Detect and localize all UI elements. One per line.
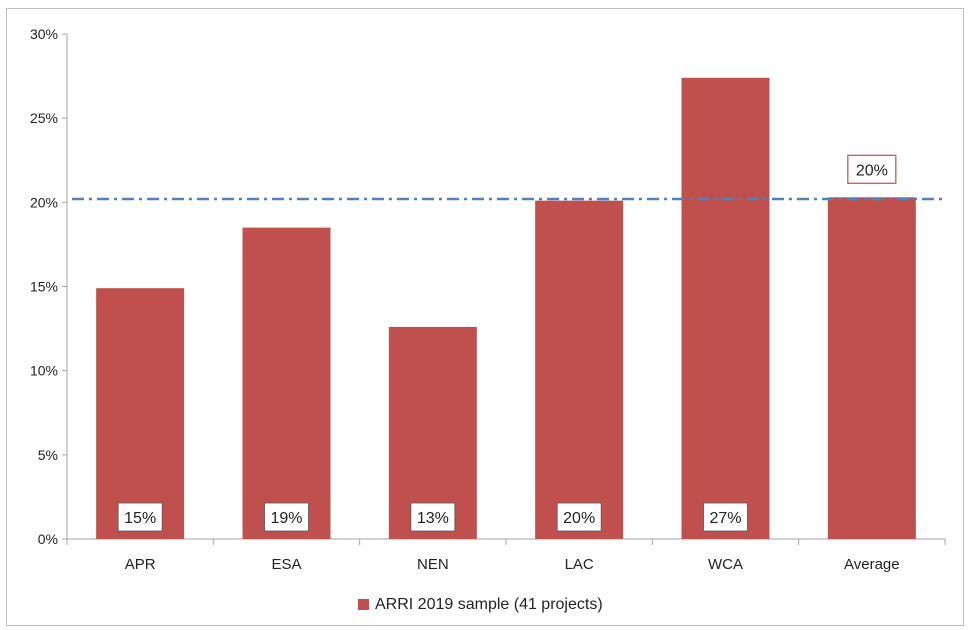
- chart-axes: 0% 5% 10% 15% 20% 25% 30% APR ESA NEN LAC WCA Averag…: [30, 26, 946, 573]
- data-label: 20%: [563, 510, 595, 527]
- data-label: 13%: [417, 510, 449, 527]
- data-label-box: [264, 502, 309, 532]
- data-label-box: [556, 502, 602, 532]
- data-label-box: [703, 502, 748, 532]
- y-tick-label: 10%: [30, 363, 58, 379]
- x-tick-label: APR: [125, 556, 156, 573]
- y-tick-label: 20%: [30, 194, 58, 210]
- data-label-box: [410, 502, 456, 532]
- bar-wca: [681, 77, 770, 540]
- x-tick-label: NEN: [417, 556, 449, 573]
- y-tick-label: 0%: [38, 531, 58, 547]
- bar-chart: 0% 5% 10% 15% 20% 25% 30% APR ESA NEN LAC WCA Averag…: [30, 26, 946, 613]
- x-tick-label: LAC: [565, 556, 594, 573]
- data-label: 15%: [124, 510, 156, 527]
- data-label-box: [117, 502, 163, 532]
- data-label: 20%: [856, 162, 888, 179]
- bar-average: [827, 197, 916, 540]
- bar-lac: [535, 200, 624, 539]
- x-tick-label: WCA: [708, 556, 743, 573]
- y-tick-label: 15%: [30, 279, 58, 295]
- chart-legend: ARRI 2019 sample (41 projects): [358, 596, 603, 613]
- bar-series: [96, 77, 916, 540]
- data-labels: 15% 19% 13% 20% 27% 20%: [117, 154, 897, 532]
- data-label-box: [847, 154, 897, 184]
- x-tick-label: Average: [844, 556, 900, 573]
- x-tick-label: ESA: [271, 556, 301, 573]
- chart-frame: 0% 5% 10% 15% 20% 25% 30% APR ESA NEN LAC WCA Averag…: [6, 8, 964, 626]
- data-label: 27%: [709, 510, 741, 527]
- bar-apr: [96, 288, 185, 539]
- bar-esa: [242, 227, 331, 540]
- legend-label: ARRI 2019 sample (41 projects): [375, 596, 603, 613]
- data-label: 19%: [270, 510, 302, 527]
- y-tick-label: 5%: [38, 447, 58, 463]
- y-tick-label: 30%: [30, 26, 58, 42]
- y-tick-label: 25%: [30, 110, 58, 126]
- legend-swatch: [358, 599, 369, 610]
